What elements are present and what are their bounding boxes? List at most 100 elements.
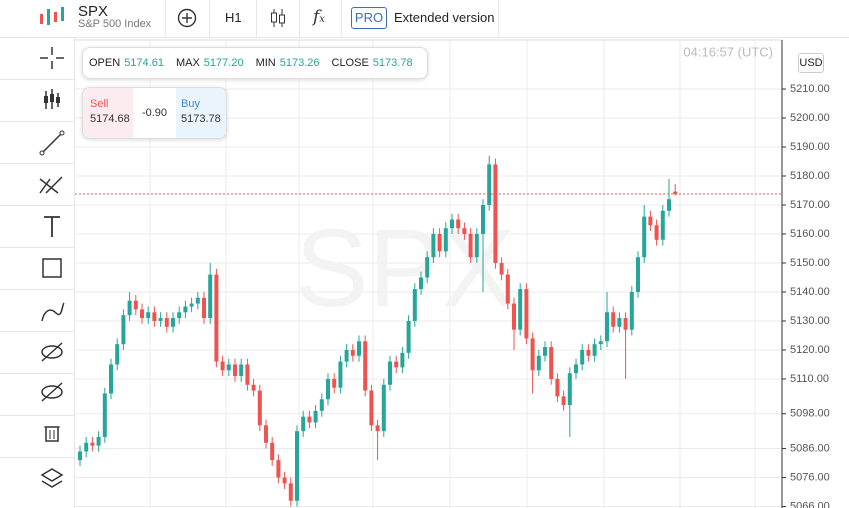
candle-body bbox=[226, 364, 231, 371]
candle-body bbox=[288, 483, 293, 501]
candle-body bbox=[536, 355, 541, 371]
candle-body bbox=[561, 396, 566, 406]
delete-all[interactable] bbox=[0, 415, 74, 458]
candle-body bbox=[493, 164, 498, 263]
candle-body bbox=[369, 390, 374, 426]
candle-body bbox=[202, 297, 206, 319]
y-tick-label: 5130.00 bbox=[790, 315, 830, 327]
candle-body bbox=[642, 216, 647, 258]
text-tool[interactable] bbox=[0, 205, 74, 248]
candle-body bbox=[375, 425, 380, 432]
candle-body bbox=[357, 341, 361, 356]
ohlc-value: 5173.78 bbox=[372, 57, 413, 69]
symbol-name: S&P 500 Index bbox=[78, 18, 152, 30]
y-tick-label: 5150.00 bbox=[790, 257, 830, 269]
candle-body bbox=[673, 191, 678, 195]
candle-body bbox=[437, 233, 442, 252]
candle-body bbox=[381, 384, 386, 432]
layers[interactable] bbox=[0, 457, 74, 499]
currency[interactable]: USD bbox=[798, 53, 824, 73]
chart-type-button[interactable] bbox=[268, 7, 288, 29]
crosshair-tool[interactable] bbox=[0, 37, 74, 80]
fib-tool[interactable] bbox=[0, 163, 74, 206]
candle-body bbox=[617, 318, 622, 327]
pro-badge[interactable]: PRO bbox=[351, 7, 387, 29]
candle-body bbox=[295, 431, 299, 501]
candle-body bbox=[338, 361, 343, 388]
candle-body bbox=[251, 384, 256, 391]
candle-body bbox=[140, 309, 144, 319]
y-tick-label: 5160.00 bbox=[790, 228, 830, 240]
ohlc-value: 5177.20 bbox=[203, 57, 244, 69]
candle-body bbox=[598, 341, 603, 345]
indicators-button[interactable]: fx bbox=[313, 7, 325, 27]
trade-box: Sell 5174.68 -0.90 Buy 5173.78 bbox=[82, 87, 227, 139]
candle-body bbox=[171, 318, 175, 327]
candle-body bbox=[344, 349, 349, 362]
candle-body bbox=[580, 349, 585, 365]
shape-tool[interactable] bbox=[0, 247, 74, 290]
candle-body bbox=[499, 262, 504, 275]
buy-button[interactable]: Buy 5173.78 bbox=[176, 88, 226, 138]
candle-body bbox=[326, 378, 330, 400]
candle-body bbox=[158, 318, 163, 321]
chart: SPX 04:16:57 (UTC) 5210.00 5200.00 5190.00… bbox=[75, 39, 830, 508]
candle-body bbox=[555, 378, 560, 397]
sell-button[interactable]: Sell 5174.68 bbox=[83, 88, 133, 138]
candle-body bbox=[468, 233, 473, 258]
ohlc-label: CLOSE bbox=[331, 57, 369, 69]
y-tick-label: 5076.00 bbox=[790, 471, 830, 483]
toolbar bbox=[0, 37, 75, 508]
indicator-tool[interactable] bbox=[0, 79, 74, 122]
candle-body bbox=[282, 477, 287, 484]
symbol[interactable]: SPX bbox=[78, 3, 109, 20]
candle-body bbox=[543, 347, 547, 356]
add-button[interactable] bbox=[177, 8, 197, 28]
y-tick-label: 5170.00 bbox=[790, 199, 830, 211]
candle-body bbox=[127, 300, 132, 316]
y-tick-label: 5120.00 bbox=[790, 344, 830, 356]
candle-body bbox=[400, 352, 405, 368]
line-tool[interactable] bbox=[0, 121, 74, 164]
candle-body bbox=[481, 204, 485, 234]
candle-body bbox=[394, 361, 399, 368]
hide-drawings[interactable] bbox=[0, 331, 74, 374]
candle-body bbox=[183, 306, 188, 313]
candle-body bbox=[623, 318, 628, 330]
buy-price: 5173.78 bbox=[181, 113, 221, 125]
candle-body bbox=[177, 312, 182, 319]
candle-body bbox=[189, 303, 194, 307]
candle-body bbox=[307, 416, 312, 423]
candle-body bbox=[487, 164, 492, 205]
spread: -0.90 bbox=[141, 107, 168, 119]
brush-tool[interactable] bbox=[0, 289, 74, 332]
interval[interactable]: H1 bbox=[225, 10, 242, 25]
candle-body bbox=[363, 341, 368, 391]
candle-body bbox=[233, 364, 237, 377]
candle-body bbox=[667, 199, 671, 211]
candle-body bbox=[270, 442, 275, 461]
hide-indicators[interactable] bbox=[0, 373, 74, 416]
candle-body bbox=[152, 312, 157, 321]
logo bbox=[40, 7, 64, 25]
candle-body bbox=[636, 257, 640, 292]
candle-body bbox=[319, 399, 324, 411]
candle-body bbox=[530, 338, 535, 371]
candle-body bbox=[462, 228, 467, 234]
ohlc-label: OPEN bbox=[89, 57, 121, 69]
candle-body bbox=[332, 378, 337, 388]
candle-body bbox=[264, 425, 268, 443]
extended-version[interactable]: Extended version bbox=[394, 10, 495, 25]
ohlc-value: 5173.26 bbox=[279, 57, 320, 69]
candle-body bbox=[660, 210, 665, 240]
candle-body bbox=[301, 416, 306, 432]
candle-body bbox=[512, 303, 516, 330]
candle-body bbox=[450, 219, 454, 229]
y-tick-label: 5200.00 bbox=[790, 112, 830, 124]
candle-body bbox=[425, 257, 430, 278]
candle-body bbox=[245, 364, 250, 385]
candle-body bbox=[90, 442, 95, 446]
candle-body bbox=[431, 233, 436, 258]
candle-body bbox=[412, 289, 417, 321]
